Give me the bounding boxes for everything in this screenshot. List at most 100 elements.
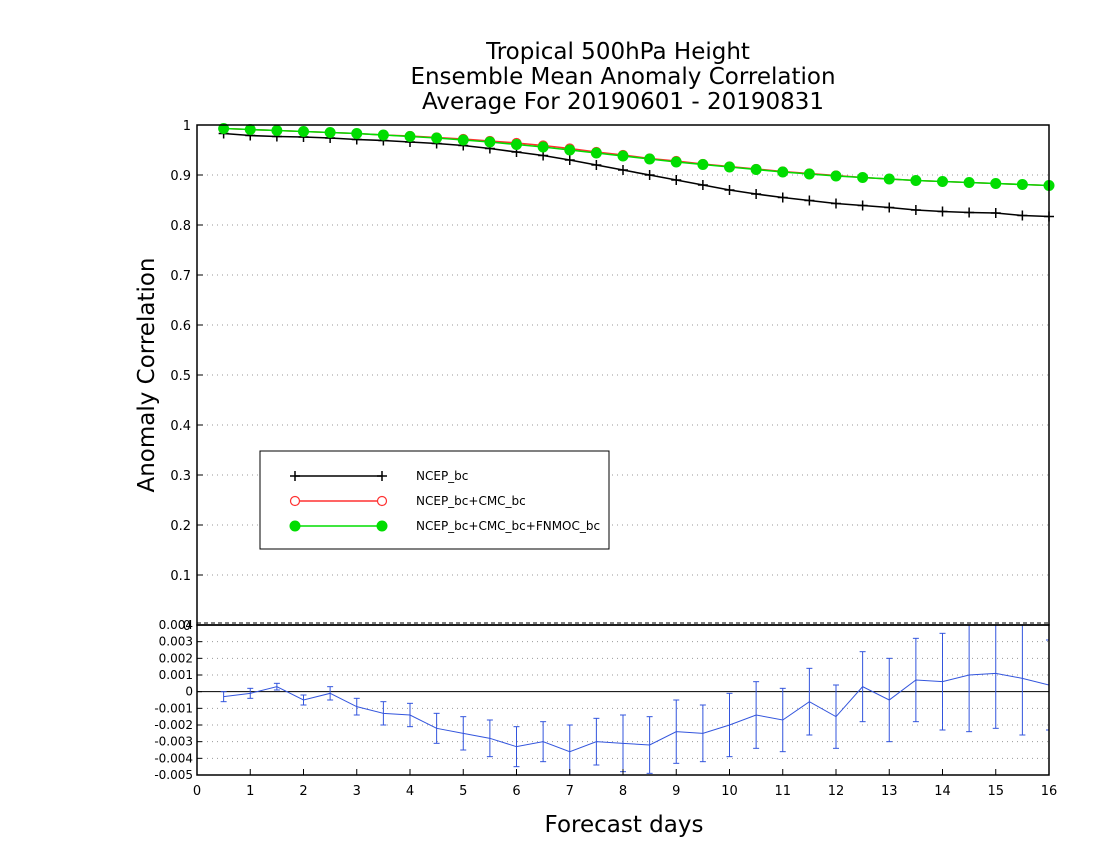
series-point-2 xyxy=(883,173,895,185)
top-ytick-label: 0.1 xyxy=(170,569,191,584)
series-point-0 xyxy=(831,198,841,209)
x-axis-label: Forecast days xyxy=(545,812,704,838)
series-line-2 xyxy=(223,127,1050,187)
top-ytick-label: 0.9 xyxy=(170,169,191,184)
bottom-ytick-label: 0.004 xyxy=(159,618,193,632)
series-point-2 xyxy=(963,177,975,188)
series-point-2 xyxy=(244,124,256,135)
legend-label-0: NCEP_bc xyxy=(416,469,468,483)
series-point-2 xyxy=(803,168,815,180)
series-point-0 xyxy=(884,202,895,213)
legend-marker xyxy=(289,520,301,532)
error-bar xyxy=(220,691,227,703)
y-axis-label: Anomaly Correlation xyxy=(134,257,160,492)
xtick-label: 4 xyxy=(406,784,414,799)
xtick-label: 3 xyxy=(353,784,361,799)
series-point-0 xyxy=(990,208,1001,218)
error-bar xyxy=(912,637,919,723)
series-point-2 xyxy=(271,125,283,136)
error-bar xyxy=(646,716,653,774)
bottom-ytick-label: -0.005 xyxy=(154,768,193,782)
series-point-0 xyxy=(564,155,575,165)
series-point-2 xyxy=(670,156,682,168)
top-ytick-label: 0 xyxy=(183,619,191,634)
series-point-2 xyxy=(1016,179,1028,190)
tick-labels: 0 0.1 0.2 0.3 0.4 0.5 0.6 0.7 0.8 0.9 1 -0.005 -0.00… xyxy=(154,119,1057,799)
top-ytick-label: 0.6 xyxy=(170,319,191,334)
xtick-label: 1 xyxy=(246,784,254,799)
bottom-ytick-label: -0.003 xyxy=(154,735,193,749)
xtick-label: 9 xyxy=(672,784,680,799)
xtick-label: 15 xyxy=(987,784,1004,799)
series-point-2 xyxy=(857,172,869,183)
top-panel-series xyxy=(218,123,1055,222)
bottom-ytick-label: -0.002 xyxy=(154,718,193,732)
xtick-label: 6 xyxy=(512,784,520,799)
xtick-label: 10 xyxy=(721,784,738,799)
top-ytick-label: 0.3 xyxy=(170,469,191,484)
series-point-0 xyxy=(697,180,708,190)
top-ytick-label: 0.2 xyxy=(170,519,191,534)
diff-line xyxy=(223,672,1049,753)
bottom-ytick-label: 0 xyxy=(185,685,193,699)
error-bar xyxy=(939,632,946,731)
legend: NCEP_bc NCEP_bc+CMC_bc NCEP_bc+CMC_bc+FNMO… xyxy=(259,450,610,550)
bottom-panel-frame xyxy=(196,624,1050,776)
series-point-0 xyxy=(857,200,868,211)
error-bar xyxy=(540,721,547,763)
error-bar xyxy=(433,712,440,744)
series-point-0 xyxy=(671,175,682,185)
top-ytick-label: 0.7 xyxy=(170,269,191,284)
error-bar xyxy=(407,702,413,728)
top-ytick-label: 0.4 xyxy=(170,419,191,434)
error-bar xyxy=(353,697,360,716)
series-point-2 xyxy=(644,153,656,165)
top-ytick-label: 0.5 xyxy=(170,369,191,384)
xtick-label: 5 xyxy=(459,784,467,799)
bottom-ytick-label: -0.001 xyxy=(154,701,193,715)
error-bar xyxy=(992,625,999,729)
series-point-0 xyxy=(1017,210,1028,221)
series-point-0 xyxy=(910,205,921,215)
xtick-label: 0 xyxy=(193,784,201,799)
legend-box xyxy=(259,450,610,550)
title-line-2: Ensemble Mean Anomaly Correlation xyxy=(410,64,835,90)
xtick-label: 16 xyxy=(1041,784,1058,799)
series-point-2 xyxy=(377,129,389,141)
axes-frame xyxy=(196,124,1050,776)
error-bar xyxy=(886,657,893,743)
bottom-ytick-label: 0.003 xyxy=(159,635,193,649)
series-point-0 xyxy=(618,165,628,175)
series-point-2 xyxy=(351,128,363,139)
legend-marker xyxy=(289,495,301,507)
series-point-2 xyxy=(617,150,629,162)
series-point-0 xyxy=(937,206,948,217)
series-point-2 xyxy=(590,147,602,159)
xtick-label: 8 xyxy=(619,784,627,799)
series-point-2 xyxy=(511,139,522,150)
series-point-2 xyxy=(697,159,709,170)
error-bar xyxy=(1019,625,1026,736)
series-point-0 xyxy=(644,170,655,180)
series-point-2 xyxy=(218,123,230,134)
error-bar xyxy=(380,701,387,726)
xtick-label: 12 xyxy=(828,784,845,799)
series-point-2 xyxy=(457,134,469,146)
xtick-label: 14 xyxy=(934,784,951,799)
series-point-2 xyxy=(750,164,762,175)
error-bar xyxy=(673,699,680,764)
error-bar xyxy=(247,687,254,699)
error-bar xyxy=(726,692,733,758)
series-point-2 xyxy=(937,176,948,187)
error-bar xyxy=(513,726,520,768)
error-bar xyxy=(859,651,866,723)
error-bar xyxy=(779,687,786,753)
xtick-label: 11 xyxy=(774,784,791,799)
legend-marker xyxy=(376,520,388,532)
series-point-2 xyxy=(777,166,789,178)
legend-label-2: NCEP_bc+CMC_bc+FNMOC_bc xyxy=(416,519,600,533)
series-point-0 xyxy=(751,189,762,199)
error-bar xyxy=(1046,639,1049,731)
series-point-2 xyxy=(404,131,416,142)
